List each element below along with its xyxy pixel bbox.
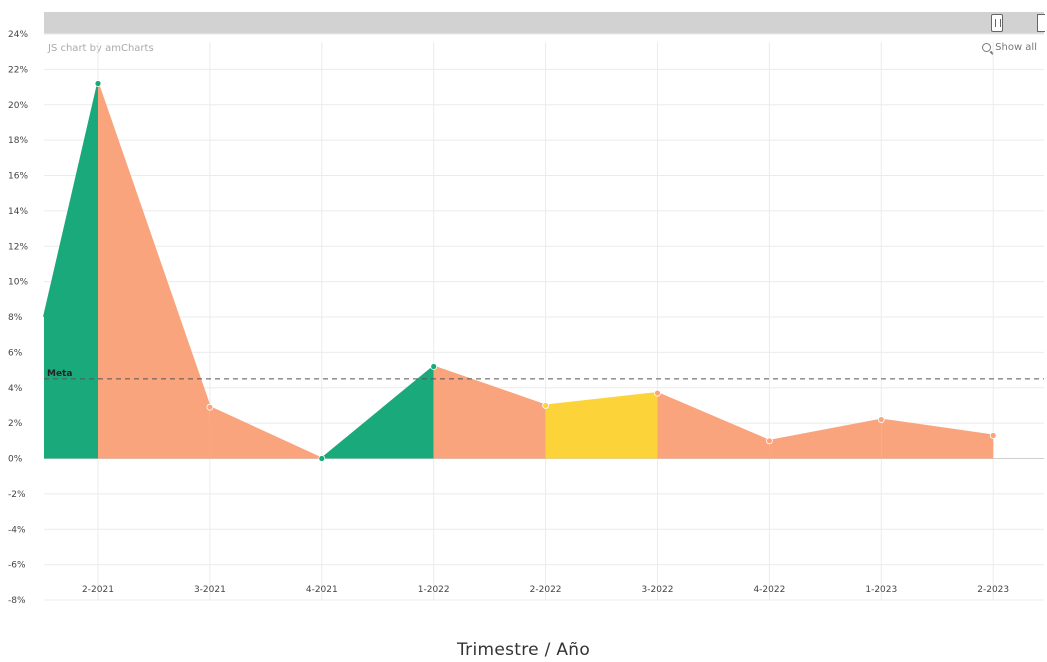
y-tick-label: 12% [8,242,28,252]
area-segment [44,83,98,459]
zoom-icon [982,43,992,52]
y-tick-label: 2% [8,419,23,429]
y-axis-ticks: 24% 22% 20% 18% 16% 14% 12% 10% 8% 6% 4% 2% 0% -2% -4%… [8,30,28,606]
y-tick-label: 6% [8,348,23,358]
x-axis-ticks: 2-2021 3-2021 4-2021 1-2022 2-2022 3-2022 4-20… [82,585,1009,595]
y-tick-label: 14% [8,207,28,217]
grid-lines [44,33,1044,601]
series-outline [43,83,994,460]
scrollbar-grip-handle[interactable] [991,14,1003,32]
chart-credit[interactable]: JS chart by amCharts [48,43,154,54]
y-tick-label: 10% [8,278,28,288]
data-point [654,389,661,397]
data-point [94,80,102,87]
y-tick-label: 18% [8,136,28,146]
series-line [43,83,99,318]
data-point [318,455,326,462]
y-tick-label: 24% [8,30,28,40]
series-line [881,418,994,437]
meta-label: Meta [47,369,72,379]
y-tick-label: 22% [8,65,28,75]
area-segment [98,83,210,459]
x-tick-label: 1-2023 [865,585,897,595]
data-points [94,80,997,462]
data-point [989,432,997,439]
area-segment [433,366,546,459]
y-tick-label: 16% [8,172,28,182]
area-segment [769,419,882,459]
x-tick-label: 4-2022 [753,585,785,595]
series-line [209,406,323,460]
x-tick-label: 4-2021 [306,585,338,595]
x-tick-label: 2-2021 [82,585,114,595]
show-all-label: Show all [995,42,1037,53]
data-point [430,363,438,370]
y-tick-label: -2% [8,490,26,500]
data-point [766,437,773,445]
series-line [545,392,658,407]
series-line [321,365,435,460]
x-tick-label: 2-2023 [977,585,1009,595]
x-axis-title: Trimestre / Año [456,640,591,660]
area-segments [44,83,994,459]
y-tick-label: -6% [8,561,26,571]
area-segment [657,393,770,459]
area-segment [881,419,994,459]
y-tick-label: 4% [8,384,23,394]
data-point [542,402,549,409]
data-point [206,403,214,411]
y-tick-label: -4% [8,525,26,535]
y-tick-label: 8% [8,313,23,323]
x-tick-label: 3-2021 [194,585,226,595]
x-tick-label: 2-2022 [530,585,562,595]
y-tick-label: 0% [8,455,23,465]
show-all-button[interactable]: Show all [982,42,1037,53]
series-line [657,392,770,442]
y-tick-label: 20% [8,101,28,111]
scrollbar-grip-handle-right[interactable] [1037,14,1045,32]
x-tick-label: 1-2022 [418,585,450,595]
meta-line-group: Meta [44,369,1044,380]
series-line [433,365,546,407]
y-tick-label: -8% [8,596,26,606]
chart-scrollbar[interactable] [44,12,1044,34]
data-point [877,416,885,423]
x-tick-label: 3-2022 [642,585,674,595]
area-segment [545,393,658,459]
series-line [769,418,882,442]
series-line [97,83,211,408]
